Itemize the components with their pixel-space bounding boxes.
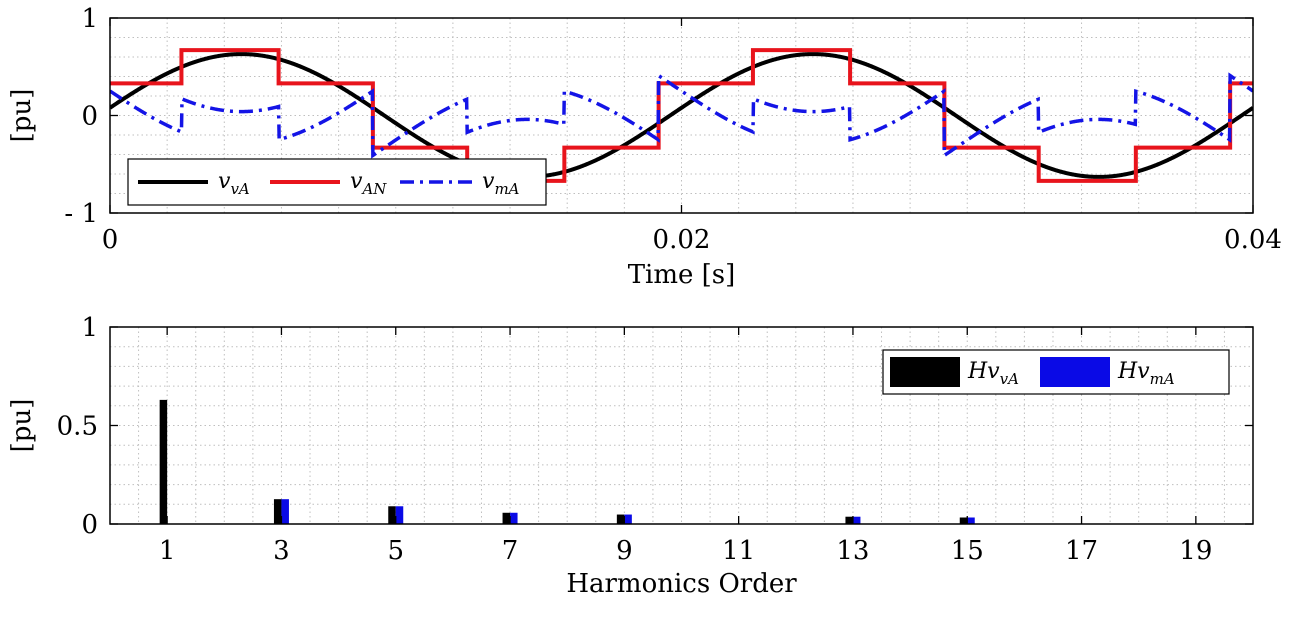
series-line-vmA [110,72,1253,159]
series-line-vvA [110,52,1253,179]
time-plot-legend: vvA vAN vmA [127,158,547,206]
time-plot-y-label: [pu] [7,89,37,143]
x-tick-label: 17 [1065,536,1098,566]
y-tick-label: 0 [81,102,98,132]
x-tick-label: 7 [502,536,519,566]
harmonics-plot-bars [159,399,975,524]
x-tick-label: 19 [1179,536,1212,566]
legend-entry: vAN [350,169,387,198]
harmonics-plot-grid [110,327,1253,524]
legend-swatch [890,357,960,387]
harmonic-bar [159,399,168,524]
legend-entry: HvmA [1117,359,1175,388]
harmonics-plot-legend: HvvA HvmA [882,349,1230,395]
x-tick-label: 3 [273,536,290,566]
y-tick-label: 0 [81,510,98,540]
x-tick-label: 13 [836,536,869,566]
legend-entry: HvvA [967,359,1019,388]
harmonic-bar [845,516,853,524]
x-tick-label: 0 [102,225,119,255]
harmonic-bar [967,517,975,524]
harmonic-bar [273,499,282,524]
x-tick-label: 11 [722,536,755,566]
series-line-vAN [110,48,1253,183]
x-tick-label: 0.02 [653,225,711,255]
harmonic-bar [510,512,518,524]
time-plot-ticks: 0 0.02 0.04- 101 [64,4,1282,255]
harmonic-bar [281,499,289,524]
y-tick-label: 0.5 [57,412,98,442]
y-tick-label: 1 [81,4,98,34]
harmonic-bar [624,514,632,524]
harmonic-bar [388,506,396,524]
legend-entry: vmA [482,169,520,198]
harmonics-plot-x-label: Harmonics Order [566,569,797,599]
harmonic-bar [395,506,404,524]
time-domain-plot: 0 0.02 0.04- 101 [pu] Time [s] vvA vAN vmA [7,4,1282,290]
legend-swatch [1040,357,1110,387]
y-tick-label: - 1 [64,199,98,229]
x-tick-label: 9 [616,536,633,566]
x-tick-label: 15 [951,536,984,566]
harmonic-bar [959,517,968,524]
x-tick-label: 1 [159,536,176,566]
harmonic-bar [852,516,861,524]
y-tick-label: 1 [81,313,98,343]
time-plot-grid [110,18,1253,213]
x-tick-label: 5 [387,536,404,566]
time-plot-series [110,48,1253,183]
x-tick-label: 0.04 [1224,225,1282,255]
legend-entry: vvA [218,169,250,198]
harmonics-plot-y-label: [pu] [7,399,37,453]
time-plot-x-label: Time [s] [628,260,736,290]
harmonic-bar [502,512,511,524]
harmonic-bar [616,514,625,524]
